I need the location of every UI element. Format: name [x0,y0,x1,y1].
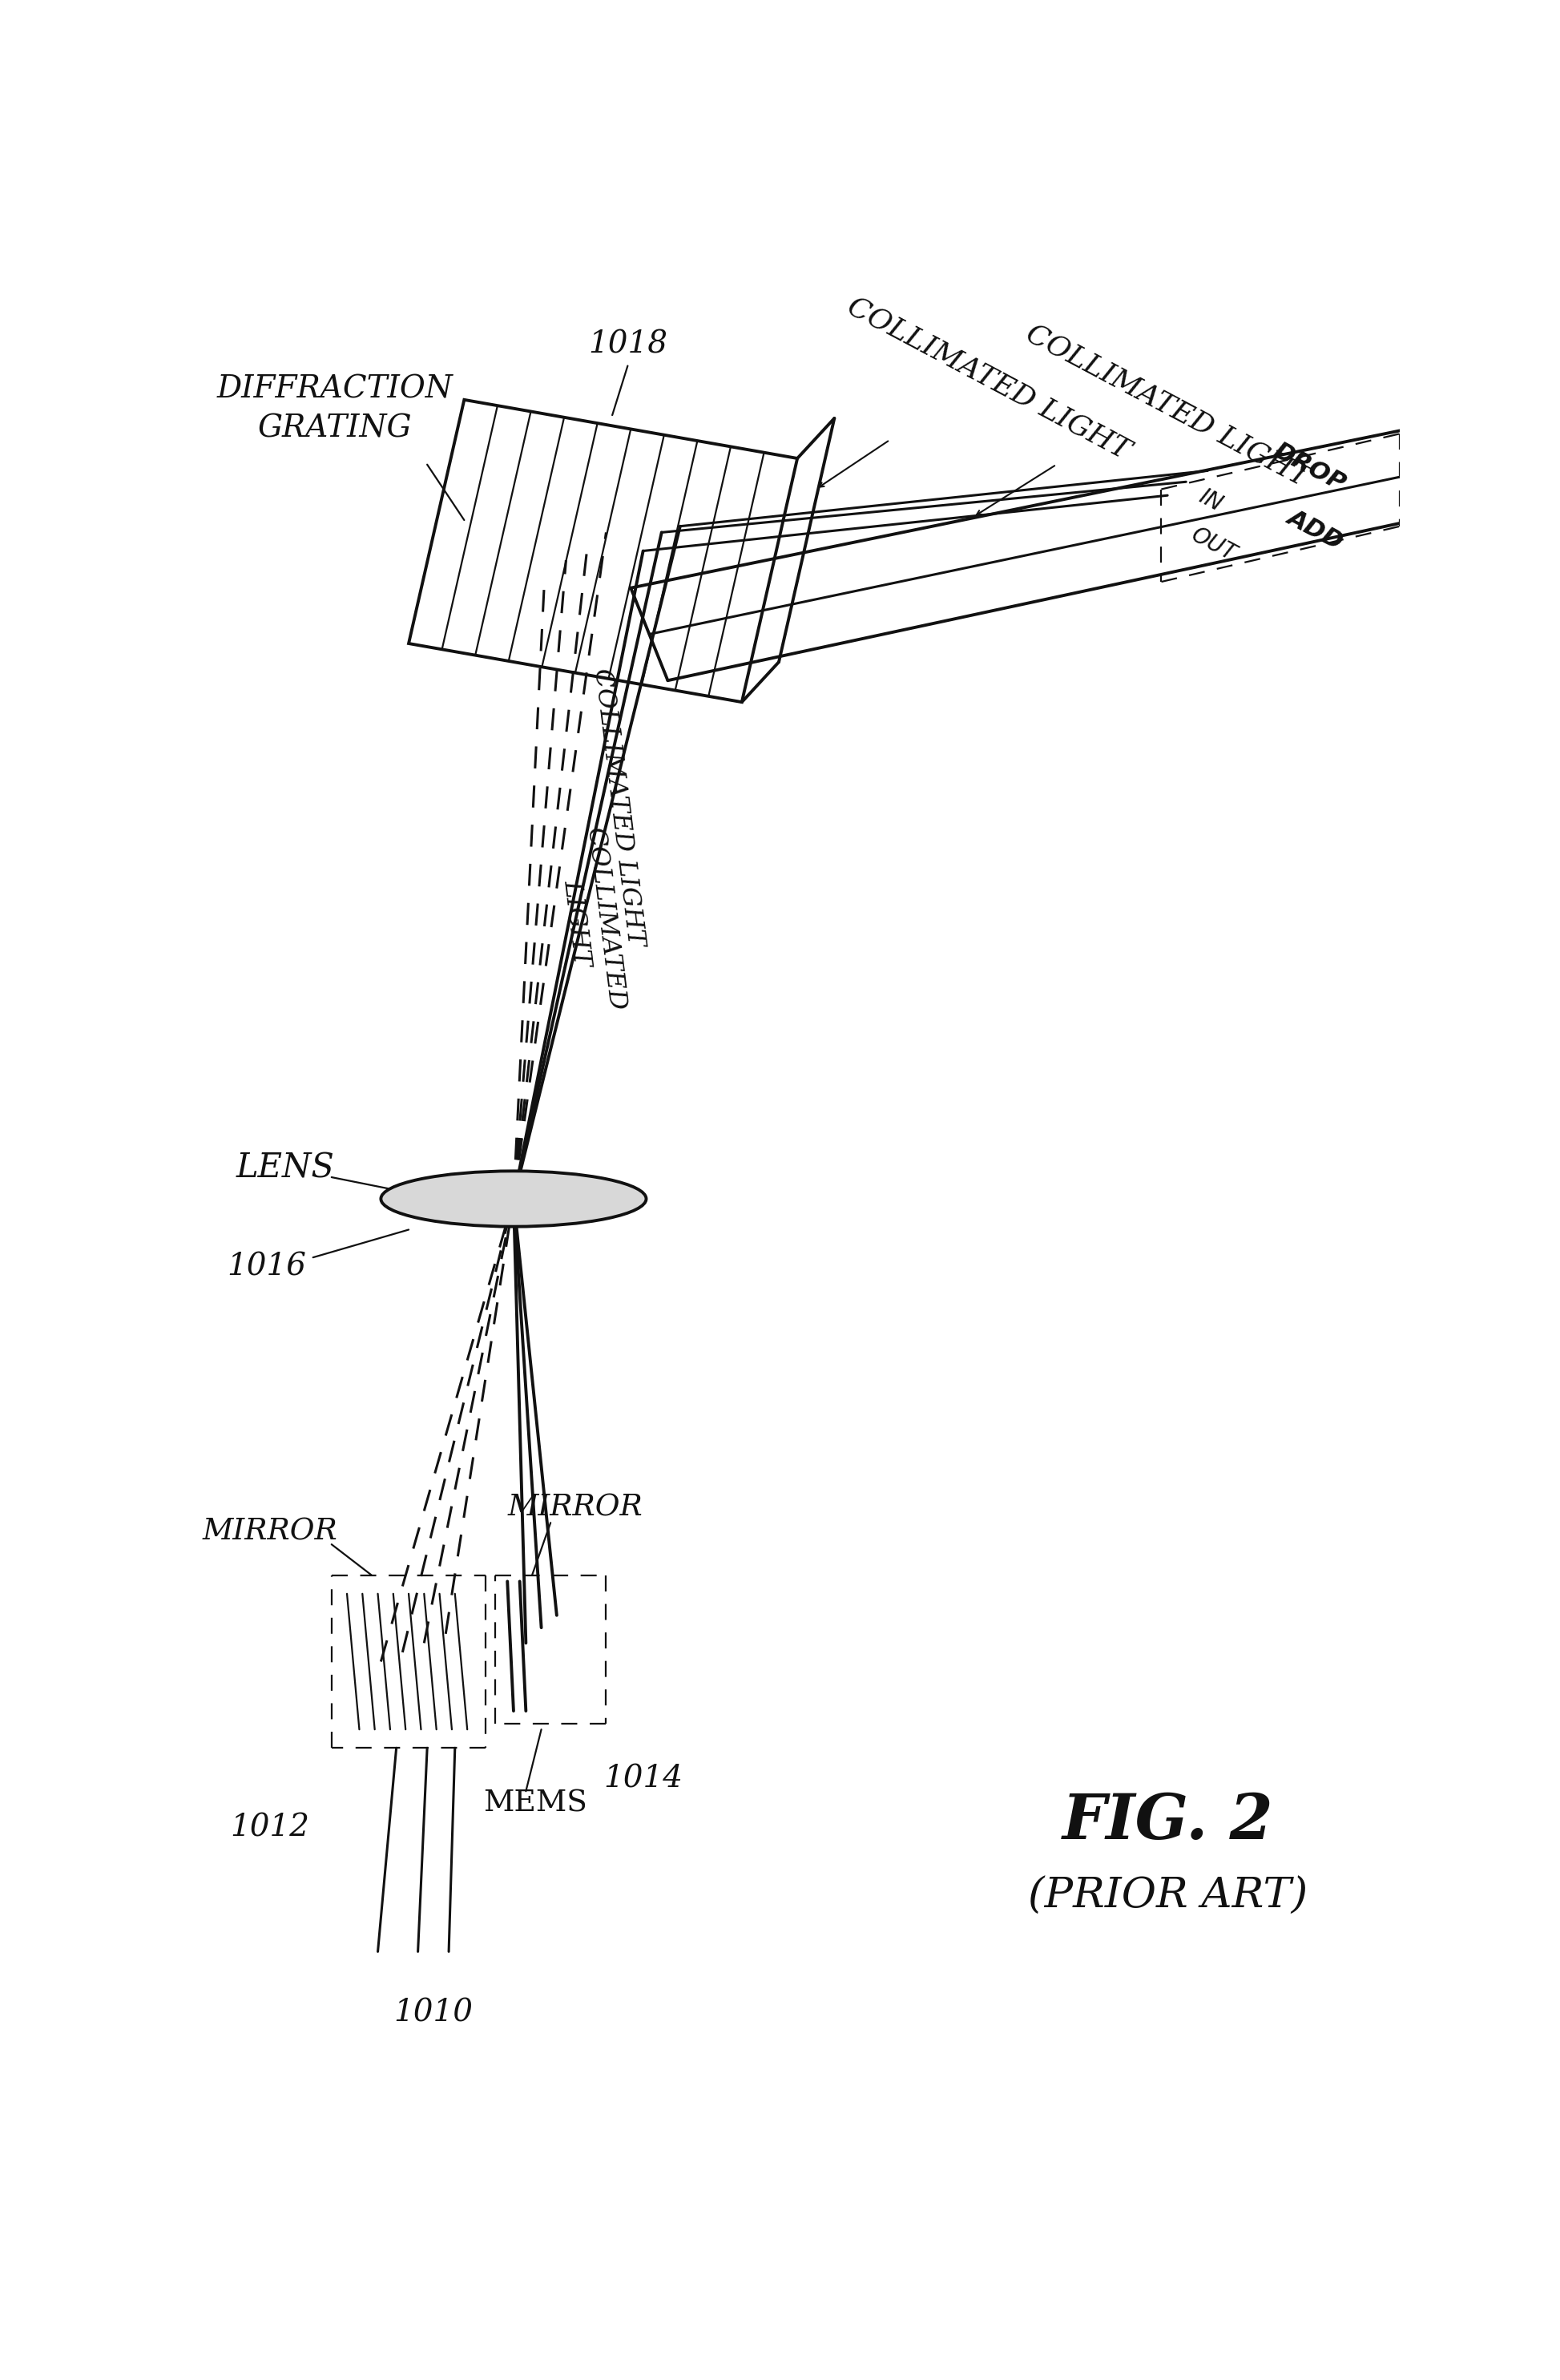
Text: MEMS: MEMS [484,1790,587,1818]
Ellipse shape [381,1171,646,1226]
Text: 1010: 1010 [393,1999,473,2028]
Text: ADD: ADD [1284,505,1348,555]
Text: (PRIOR ART): (PRIOR ART) [1028,1875,1307,1916]
Text: IN: IN [1195,486,1226,516]
Text: 1016: 1016 [228,1252,306,1280]
Text: 1014: 1014 [604,1764,683,1795]
Text: COLLIMATED LIGHT: COLLIMATED LIGHT [842,293,1134,464]
Text: FIG. 2: FIG. 2 [1062,1792,1273,1852]
Text: COLLIMATED LIGHT: COLLIMATED LIGHT [590,666,647,947]
Text: DIFFRACTION
GRATING: DIFFRACTION GRATING [217,374,452,443]
Text: DROP: DROP [1270,438,1349,495]
Text: COLLIMATED LIGHT: COLLIMATED LIGHT [1022,319,1314,493]
Text: OUT: OUT [1187,524,1240,566]
Text: MIRROR: MIRROR [507,1492,643,1521]
Text: LENS: LENS [236,1152,334,1185]
Text: COLLIMATED
LIGHT: COLLIMATED LIGHT [552,826,629,1016]
Text: MIRROR: MIRROR [203,1518,337,1547]
Text: 1018: 1018 [588,328,668,359]
Text: 1012: 1012 [231,1814,309,1842]
